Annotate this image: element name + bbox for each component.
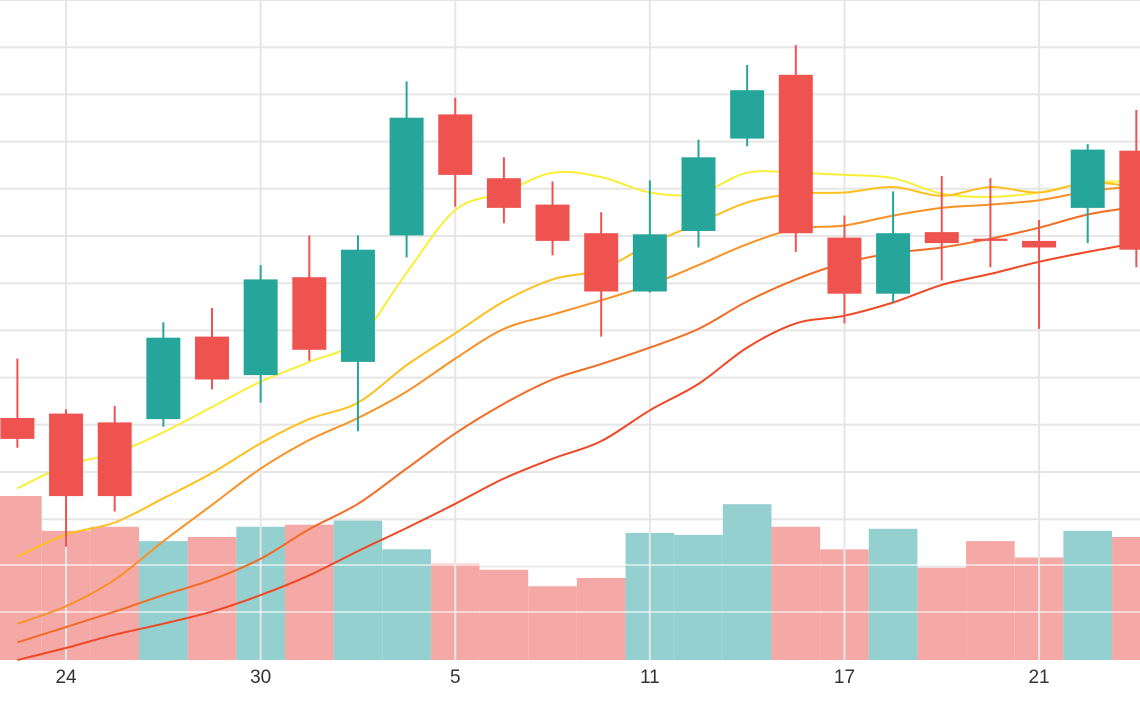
moving-average-lines [16,170,1137,661]
candle-body [584,233,619,292]
moving-average-line [17,242,1137,661]
candle [49,409,84,547]
volume-bar [1063,530,1113,660]
candle [195,308,229,390]
candle-body [292,277,327,350]
candle [973,178,1008,268]
candle-body [827,237,862,294]
volume-bar [722,504,772,660]
candle [243,265,278,403]
candle [681,139,716,248]
candle-body [146,337,181,420]
candle-body [243,279,278,376]
x-tick-label: 24 [55,667,77,688]
volume-bar [479,569,529,660]
candle-body [681,157,716,231]
candle-body [195,336,229,380]
moving-average-line [17,205,1137,644]
moving-average-line [16,181,1137,558]
candle [924,176,959,281]
candle-body [535,204,570,241]
candle-body [0,418,35,439]
x-axis-ticks: 24 30 5 11 17 21 [55,667,1049,688]
candle [584,212,619,337]
candle [340,235,375,432]
candle [97,405,132,512]
candle [438,97,473,207]
candle [1119,110,1140,268]
candle-body [973,238,1008,241]
candle [292,235,327,361]
volume-bar [382,549,431,660]
volume-bar [90,526,140,660]
x-tick-label: 21 [1028,667,1049,688]
candle [0,358,35,448]
volume-bar [333,520,383,660]
candle [778,45,813,252]
candle-body [1119,150,1140,250]
x-tick-label: 17 [834,667,855,688]
x-tick-label: 30 [250,667,271,688]
volume-bar [1112,537,1140,660]
volume-bar [187,537,237,660]
volume-bar [674,534,723,660]
candle-body [389,117,424,236]
moving-average-line [16,170,1137,490]
candle-body [876,233,911,294]
candle [486,157,521,224]
volume-bars [0,496,1140,660]
moving-average-line [17,184,1137,625]
candle-body [1070,149,1105,208]
volume-bar [576,578,626,660]
grid-lines [0,0,1140,615]
candle [827,215,862,324]
volume-bar [917,567,967,660]
candle-body [632,234,667,292]
volume-bar [284,524,334,660]
candle [389,81,424,258]
candle [730,64,765,147]
candle [1070,144,1105,244]
candle [146,322,181,427]
candle [535,181,570,256]
candles [0,45,1140,547]
candle [1022,220,1057,329]
candle [876,191,911,303]
candle-body [97,422,132,497]
candle-body [486,178,521,208]
candle-body [1022,240,1057,248]
candle-body [730,90,765,139]
candle [632,180,667,293]
x-tick-label: 5 [450,667,461,688]
candle-body [438,114,473,175]
candle-body [778,74,813,234]
volume-bar [868,528,918,660]
candle-body [49,413,84,497]
volume-bar [771,526,821,660]
volume-bar [528,586,577,660]
candle-body [924,232,959,244]
volume-bar [966,541,1015,660]
x-tick-label: 11 [640,667,660,688]
volume-bar [0,496,42,660]
vertical-grid-lines [65,0,1041,660]
candle-body [340,249,375,362]
